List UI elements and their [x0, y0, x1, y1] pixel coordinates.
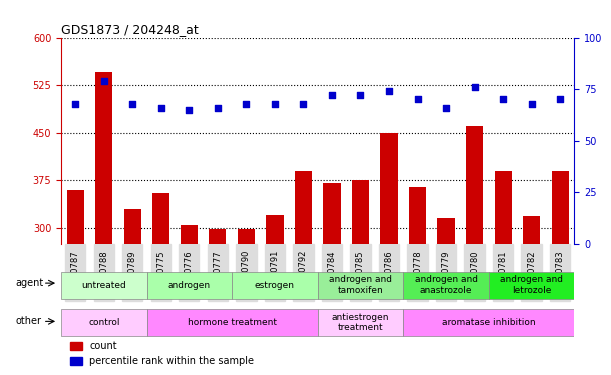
Text: GDS1873 / 204248_at: GDS1873 / 204248_at [61, 23, 199, 36]
Text: androgen and
letrozole: androgen and letrozole [500, 275, 563, 295]
FancyBboxPatch shape [403, 272, 489, 298]
Point [412, 96, 422, 102]
Point [384, 88, 394, 94]
Bar [295, 171, 312, 375]
Text: agent: agent [15, 278, 43, 288]
Text: antiestrogen
treatment: antiestrogen treatment [332, 313, 389, 332]
Legend: count, percentile rank within the sample: count, percentile rank within the sample [66, 338, 258, 370]
Point [99, 78, 109, 84]
Bar [152, 193, 169, 375]
Point [270, 100, 280, 106]
Point [327, 92, 337, 98]
Point [356, 92, 365, 98]
Text: hormone treatment: hormone treatment [188, 318, 277, 327]
Point [70, 100, 80, 106]
Text: control: control [88, 318, 120, 327]
Bar [552, 171, 569, 375]
Bar [437, 218, 455, 375]
Text: androgen and
tamoxifen: androgen and tamoxifen [329, 275, 392, 295]
Bar [95, 72, 112, 375]
Text: androgen and
anastrozole: androgen and anastrozole [414, 275, 478, 295]
Text: other: other [15, 316, 42, 326]
FancyBboxPatch shape [403, 309, 574, 336]
Point [441, 105, 451, 111]
Text: untreated: untreated [81, 280, 126, 290]
Point [128, 100, 137, 106]
Bar [352, 180, 369, 375]
Bar [409, 187, 426, 375]
Point [299, 100, 309, 106]
Bar [494, 171, 511, 375]
FancyBboxPatch shape [318, 309, 403, 336]
Point [470, 84, 480, 90]
Bar [238, 229, 255, 375]
FancyBboxPatch shape [61, 309, 147, 336]
Point [498, 96, 508, 102]
Bar [266, 215, 284, 375]
Bar [523, 216, 540, 375]
FancyBboxPatch shape [318, 272, 403, 298]
FancyBboxPatch shape [61, 272, 147, 298]
FancyBboxPatch shape [147, 272, 232, 298]
Bar [210, 229, 227, 375]
FancyBboxPatch shape [489, 272, 574, 298]
Point [527, 100, 536, 106]
Bar [323, 183, 340, 375]
Point [555, 96, 565, 102]
Text: aromatase inhibition: aromatase inhibition [442, 318, 536, 327]
Bar [67, 190, 84, 375]
Point [213, 105, 223, 111]
Point [156, 105, 166, 111]
Point [185, 106, 194, 112]
Text: androgen: androgen [168, 280, 211, 290]
Point [241, 100, 251, 106]
FancyBboxPatch shape [232, 272, 318, 298]
FancyBboxPatch shape [147, 309, 318, 336]
Bar [124, 209, 141, 375]
Text: estrogen: estrogen [255, 280, 295, 290]
Bar [381, 133, 398, 375]
Bar [181, 225, 198, 375]
Bar [466, 126, 483, 375]
